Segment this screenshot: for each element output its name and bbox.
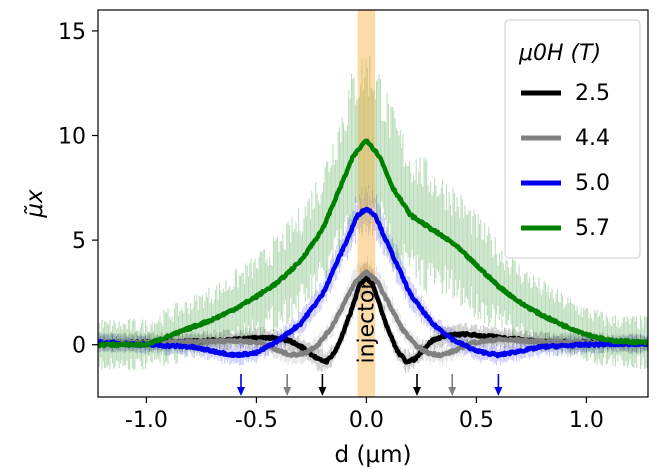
- marker-arrow-4.4: [283, 387, 292, 396]
- legend: μ0H (T) 2.5 4.4 5.0 5.7: [504, 19, 641, 259]
- x-tick-label: 0.5: [459, 408, 494, 433]
- x-axis-ticks: -1.0 -0.5 0.0 0.5 1.0: [125, 397, 604, 433]
- x-tick-label: 0.0: [349, 408, 384, 433]
- marker-arrow-2.5: [318, 387, 327, 396]
- x-tick-label: -1.0: [125, 408, 168, 433]
- legend-title: μ0H (T): [518, 41, 601, 66]
- y-axis-label: μ̃x: [22, 189, 48, 219]
- legend-box: [504, 19, 641, 259]
- legend-label-5.7: 5.7: [575, 216, 610, 241]
- y-tick-label: 5: [72, 229, 86, 254]
- series-line-5.0: [98, 206, 648, 359]
- series-line-5.7: [98, 138, 648, 349]
- y-axis-ticks: 0 5 10 15: [58, 20, 98, 359]
- distance-markers: [237, 373, 503, 396]
- legend-label-5.0: 5.0: [575, 171, 610, 196]
- legend-label-4.4: 4.4: [575, 126, 610, 151]
- series-line-4.4: [98, 269, 648, 359]
- injector-label: injector: [354, 280, 379, 364]
- legend-items: 2.5 4.4 5.0 5.7: [521, 81, 610, 241]
- marker-arrow-5.0: [494, 387, 503, 396]
- marker-arrow-5.0: [237, 387, 245, 396]
- y-tick-label: 0: [72, 334, 86, 359]
- injector-band: [357, 10, 376, 397]
- marker-arrow-4.4: [448, 387, 457, 396]
- legend-label-2.5: 2.5: [575, 81, 610, 106]
- x-axis-label: d (μm): [335, 442, 412, 468]
- y-tick-label: 15: [58, 20, 86, 45]
- x-tick-label: 1.0: [569, 408, 604, 433]
- x-tick-label: -0.5: [235, 408, 278, 433]
- plot-frame: [97, 9, 649, 398]
- marker-arrow-2.5: [413, 387, 421, 396]
- series-lines: [98, 138, 648, 365]
- y-tick-label: 10: [58, 125, 86, 150]
